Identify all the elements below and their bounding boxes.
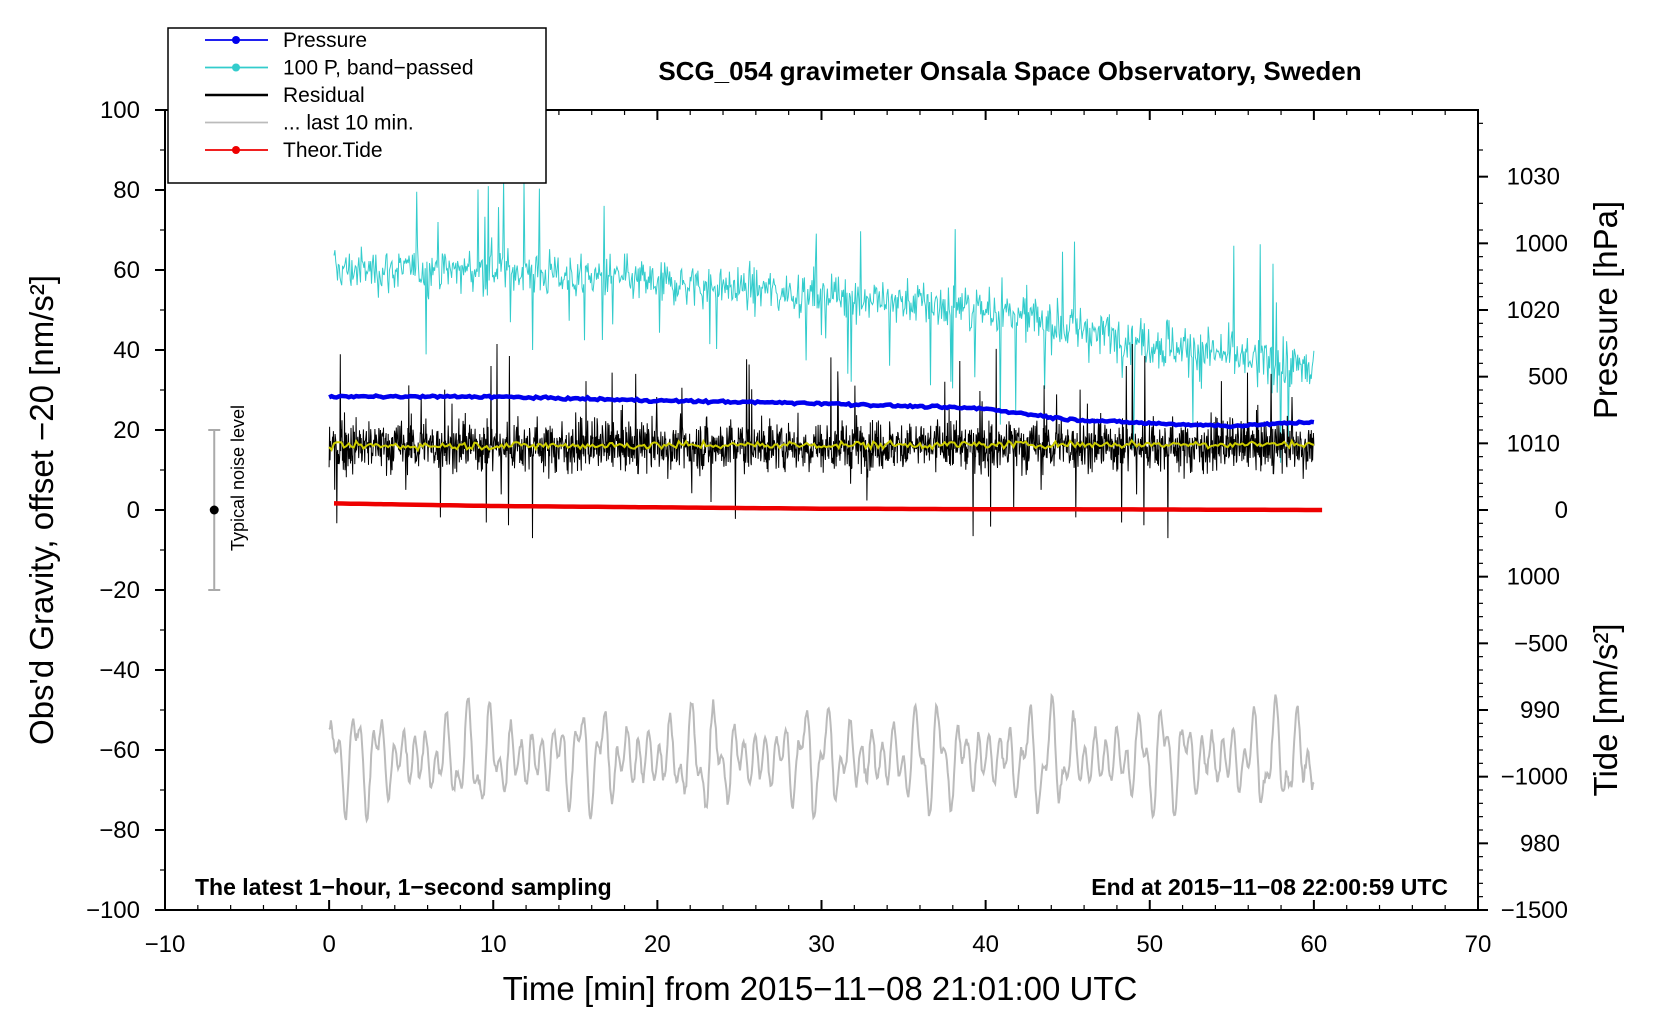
y2-tick-label: 980 xyxy=(1520,830,1560,857)
noise-bar xyxy=(208,429,221,591)
y3-tick-label: 1000 xyxy=(1515,230,1568,257)
ticks-layer: −10 0 10 20 30 40 50 60 70−100−80−60−40−20020406… xyxy=(86,97,1568,958)
x-tick-label: 70 xyxy=(1465,931,1492,958)
x-tick-label: −10 xyxy=(145,931,186,958)
y2-axis-label: Pressure [hPa] xyxy=(1587,201,1624,419)
y3-tick-label: −500 xyxy=(1514,630,1568,657)
y-tick-label: −60 xyxy=(99,737,140,764)
legend-label: Residual xyxy=(283,84,365,107)
noise-bar-center-dot xyxy=(209,505,219,515)
y-tick-label: 60 xyxy=(113,257,140,284)
legend-swatch-dot xyxy=(232,146,240,154)
y-tick-label: 100 xyxy=(100,97,140,124)
x-tick-label: 20 xyxy=(644,931,671,958)
y2-tick-label: 1030 xyxy=(1507,164,1560,191)
y-tick-label: −80 xyxy=(99,817,140,844)
annotation-bottom-right: End at 2015−11−08 22:00:59 UTC xyxy=(1091,874,1448,900)
legend-box xyxy=(167,27,547,184)
y-tick-label: 0 xyxy=(127,497,140,524)
y-axis-label: Obs'd Gravity, offset −20 [nm/s²] xyxy=(23,275,60,745)
y-tick-label: 40 xyxy=(113,337,140,364)
x-tick-label: 30 xyxy=(808,931,835,958)
y3-tick-label: 0 xyxy=(1555,497,1568,524)
x-tick-label: 40 xyxy=(972,931,999,958)
y2-tick-label: 1000 xyxy=(1507,564,1560,591)
series-pressure xyxy=(328,393,1315,430)
annotation-bottom-left: The latest 1−hour, 1−second sampling xyxy=(195,874,612,900)
series-theoretical-tide xyxy=(333,501,1323,513)
legend-swatch-dot xyxy=(232,63,240,72)
x-tick-label: 0 xyxy=(322,931,335,958)
legend: Pressure 100 P, band−passed Residual ... la… xyxy=(167,27,547,184)
legend-label: Theor.Tide xyxy=(283,139,383,162)
y-tick-label: −100 xyxy=(86,897,140,924)
y3-tick-label: −1500 xyxy=(1501,897,1568,924)
series-residual xyxy=(328,343,1315,539)
x-tick-label: 50 xyxy=(1136,931,1163,958)
chart-title: SCG_054 gravimeter Onsala Space Observat… xyxy=(658,56,1361,86)
y3-tick-label: 500 xyxy=(1528,364,1568,391)
y3-axis-label: Tide [nm/s²] xyxy=(1587,624,1624,797)
series-layer xyxy=(328,180,1323,824)
series-last-10-min xyxy=(328,692,1315,824)
y2-tick-label: 1010 xyxy=(1507,430,1560,457)
series-residual-smoothed xyxy=(328,438,1315,453)
legend-label: Pressure xyxy=(283,29,367,52)
y-tick-label: −20 xyxy=(99,577,140,604)
legend-label: 100 P, band−passed xyxy=(283,57,474,80)
series-band-passed-pressure xyxy=(333,180,1315,463)
y2-tick-label: 990 xyxy=(1520,697,1560,724)
y2-tick-label: 1020 xyxy=(1507,297,1560,324)
y-tick-label: 20 xyxy=(113,417,140,444)
y3-tick-label: −1000 xyxy=(1501,764,1568,791)
legend-swatch-dot xyxy=(232,36,240,44)
x-tick-label: 10 xyxy=(480,931,507,958)
y-tick-label: −40 xyxy=(99,657,140,684)
x-tick-label: 60 xyxy=(1301,931,1328,958)
y-tick-label: 80 xyxy=(113,177,140,204)
noise-bar-label: Typical noise level xyxy=(228,405,248,551)
legend-label: ... last 10 min. xyxy=(283,112,414,135)
x-axis-label: Time [min] from 2015−11−08 21:01:00 UTC xyxy=(503,970,1138,1007)
